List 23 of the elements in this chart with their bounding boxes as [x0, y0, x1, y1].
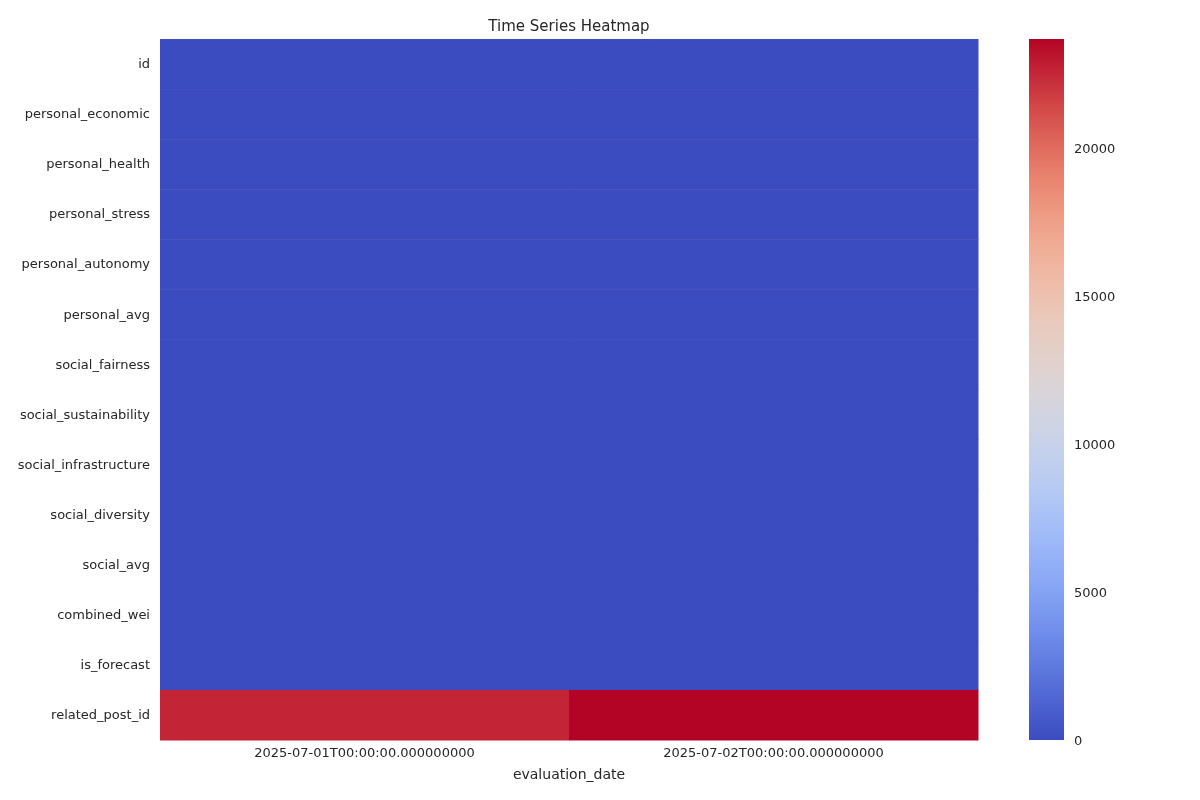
x-axis-title: evaluation_date [512, 766, 626, 782]
y-tick-label: social_sustainability [19, 406, 151, 422]
y-tick-label: social_avg [82, 556, 150, 572]
color-bar-label: 15000 [1074, 288, 1116, 304]
y-tick-label: personal_economic [24, 106, 150, 122]
y-tick-label: personal_avg [63, 306, 150, 322]
y-tick-label: id [138, 56, 150, 72]
y-tick-label: personal_autonomy [21, 256, 151, 272]
x-tick-label: 2025-07-02T00:00:00.000000000 [663, 745, 884, 761]
color-bar-label: 0 [1074, 732, 1083, 748]
color-bar-label: 5000 [1074, 584, 1108, 600]
x-tick-label: 2025-07-01T00:00:00.000000000 [254, 745, 475, 761]
chart-title: Time Series Heatmap [487, 17, 650, 35]
y-tick-label: social_infrastructure [17, 456, 150, 472]
y-tick-label: social_fairness [55, 356, 151, 372]
y-tick-label: combined_wei [57, 606, 150, 622]
color-bar-label: 20000 [1074, 140, 1116, 156]
y-tick-label: social_diversity [50, 506, 151, 522]
y-tick-label: personal_health [46, 156, 150, 172]
y-tick-label: related_post_id [51, 707, 150, 723]
color-bar-label: 10000 [1074, 436, 1116, 452]
y-tick-label: personal_stress [48, 206, 151, 222]
y-tick-label: is_forecast [80, 657, 150, 673]
